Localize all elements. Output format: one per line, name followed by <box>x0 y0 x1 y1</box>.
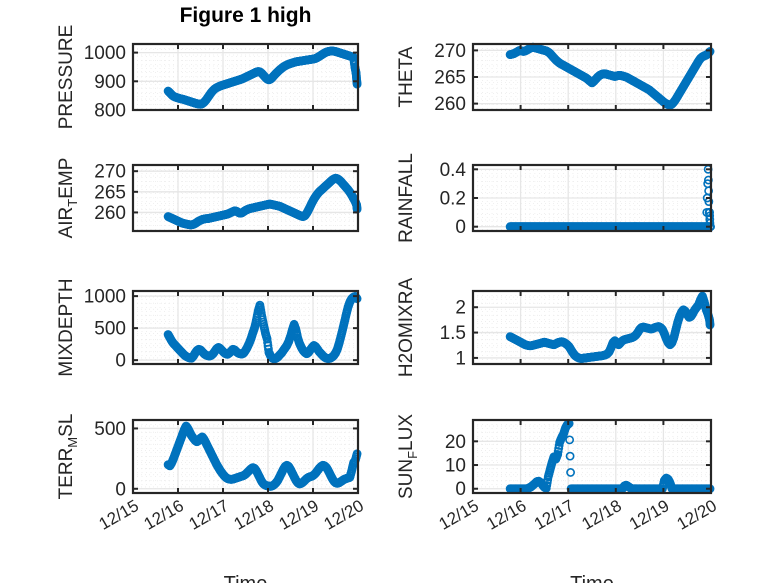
subplot-pressure: 800 900 1000 PRESSURE <box>56 25 362 130</box>
axis-box <box>131 163 360 233</box>
ytick-label: 1 <box>455 348 466 369</box>
ytick-label: 2 <box>455 298 466 319</box>
y-axis-label: RAINFALL <box>396 153 417 243</box>
subplot-rainfall: 0 0.2 0.4 RAINFALL <box>396 153 715 243</box>
ytick-label: 0.4 <box>440 160 467 181</box>
axis-box <box>131 42 360 112</box>
ytick-label: 900 <box>94 72 126 93</box>
ytick-label: 0 <box>455 479 466 500</box>
ytick-label: 10 <box>445 456 466 477</box>
ytick-label: 270 <box>434 41 466 62</box>
ytick-label: 0.2 <box>440 189 466 210</box>
tick-marks <box>132 420 359 493</box>
ytick-label: 800 <box>94 101 126 122</box>
ytick-label: 1000 <box>84 287 126 308</box>
y-axis-label: TERRMSL <box>56 414 80 500</box>
data-markers <box>163 421 362 491</box>
axis-box <box>131 418 360 495</box>
tick-marks <box>472 420 712 493</box>
data-markers <box>505 291 715 363</box>
y-axis-label: THETA <box>396 46 417 107</box>
data-markers <box>163 173 362 230</box>
major-gridlines <box>133 420 358 493</box>
subplot-mixdepth: 0 500 1000 MIXDEPTH <box>56 278 362 377</box>
ytick-label: 265 <box>434 68 466 89</box>
ytick-label: 1.5 <box>440 323 466 344</box>
data-markers <box>505 419 715 494</box>
tick-marks <box>472 165 712 231</box>
y-axis-label: AIRTEMP <box>56 158 80 239</box>
y-axis-label: PRESSURE <box>56 25 77 130</box>
ytick-label: 260 <box>434 94 466 115</box>
ytick-label: 0 <box>455 217 466 238</box>
tick-marks <box>132 165 359 231</box>
x-axis-label: Time <box>570 573 614 583</box>
y-axis-label: H2OMIXRA <box>396 278 417 378</box>
tick-marks <box>472 291 712 364</box>
y-axis-label: MIXDEPTH <box>56 278 77 376</box>
data-markers <box>163 46 362 109</box>
figure-title: Figure 1 high <box>180 4 312 27</box>
axis-box <box>471 289 713 366</box>
ytick-label: 500 <box>94 319 126 340</box>
ytick-label: 270 <box>94 162 126 183</box>
subplot-h2omixra: 1 1.5 2 H2OMIXRA <box>396 278 715 378</box>
subplot-theta: 260 265 270 THETA <box>396 41 715 115</box>
ytick-label: 500 <box>94 419 126 440</box>
ytick-label: 260 <box>94 203 126 224</box>
tick-marks <box>132 44 359 111</box>
tick-marks <box>472 44 712 110</box>
major-gridlines <box>473 291 711 364</box>
ytick-label: 0 <box>115 351 126 372</box>
data-markers <box>163 292 362 364</box>
ytick-label: 0 <box>115 479 126 500</box>
y-axis-label: SUNFLUX <box>396 414 420 499</box>
data-markers <box>505 42 715 110</box>
ytick-label: 1000 <box>84 43 126 64</box>
tick-marks <box>132 291 359 364</box>
ytick-label: 265 <box>94 182 126 203</box>
axis-box <box>471 418 713 495</box>
x-axis-label: Time <box>224 573 268 583</box>
ytick-label: 20 <box>445 432 466 453</box>
